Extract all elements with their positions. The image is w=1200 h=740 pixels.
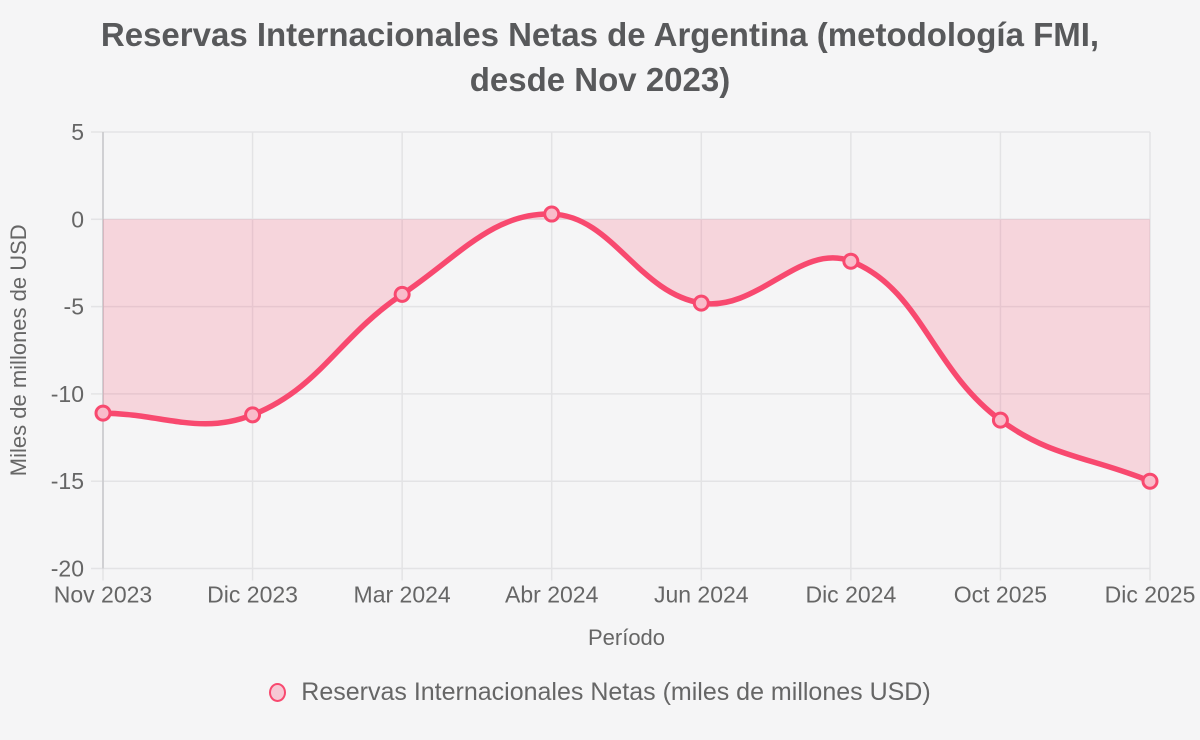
x-axis-title: Período: [588, 625, 665, 650]
series-line: [100, 211, 1153, 484]
y-tick-label: -10: [51, 381, 84, 407]
y-axis-title: Miles de millones de USD: [6, 224, 31, 476]
x-tick-label: Abr 2024: [505, 582, 599, 608]
y-tick-label: -15: [51, 468, 84, 494]
x-tick-label: Jun 2024: [654, 582, 749, 608]
x-tick-label: Dic 2024: [805, 582, 896, 608]
legend-item[interactable]: Reservas Internacionales Netas (miles de…: [269, 678, 931, 707]
chart-title-line2: desde Nov 2023): [469, 61, 731, 98]
data-point[interactable]: [94, 404, 112, 422]
legend-label: Reservas Internacionales Netas (miles de…: [301, 678, 931, 706]
x-tick-label: Oct 2025: [954, 582, 1047, 608]
x-tick-label: Mar 2024: [354, 582, 451, 608]
y-tick-label: 0: [71, 206, 84, 232]
data-point[interactable]: [244, 406, 262, 424]
x-tick-label: Dic 2023: [207, 582, 298, 608]
chart-legend: Reservas Internacionales Netas (miles de…: [0, 678, 1200, 707]
data-point[interactable]: [393, 285, 411, 303]
series-area-fill: [103, 214, 1150, 482]
y-tick-label: 5: [71, 119, 84, 145]
data-point[interactable]: [692, 294, 710, 312]
data-point[interactable]: [543, 205, 561, 223]
data-point[interactable]: [1141, 472, 1159, 490]
data-point[interactable]: [991, 411, 1009, 429]
chart-title-line1: Reservas Internacionales Netas de Argent…: [100, 16, 1100, 53]
x-tick-label: Nov 2023: [54, 582, 152, 608]
chart-title: Reservas Internacionales Netas de Argent…: [0, 0, 1200, 102]
data-point[interactable]: [842, 252, 860, 270]
y-tick-label: -5: [64, 294, 84, 320]
y-tick-label: -20: [51, 556, 84, 582]
x-tick-label: Dic 2025: [1105, 582, 1196, 608]
legend-circle-icon: [269, 683, 287, 702]
